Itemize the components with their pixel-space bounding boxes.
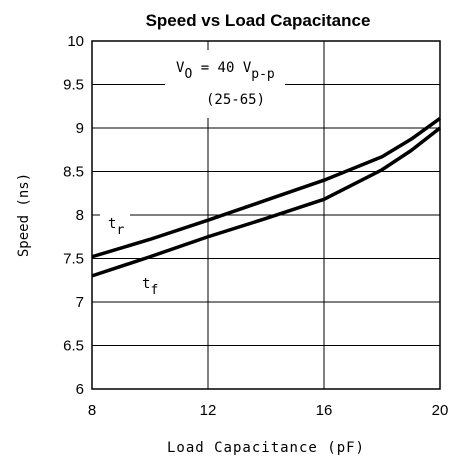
x-tick-label: 16 — [316, 402, 333, 419]
x-tick-label: 20 — [432, 402, 449, 419]
y-tick-label: 8 — [76, 207, 84, 224]
x-tick-label: 12 — [200, 402, 217, 419]
y-tick-label: 6 — [76, 381, 84, 398]
subscript: p-p — [251, 67, 275, 82]
label-background — [100, 202, 130, 236]
annotation: tr — [108, 216, 124, 238]
x-axis-label: Load Capacitance (pF) — [167, 440, 365, 456]
annotation: (25-65) — [206, 92, 265, 108]
subscript: r — [116, 223, 124, 238]
y-tick-label: 9.5 — [63, 77, 84, 94]
annotation: VO = 40 Vp-p — [176, 60, 275, 82]
y-tick-label: 7.5 — [63, 251, 84, 268]
annotation-text: t — [142, 276, 150, 292]
y-tick-label: 9 — [76, 120, 84, 137]
annotation: tf — [142, 276, 158, 298]
annotation-text: (25-65) — [206, 92, 265, 108]
x-tick-label: 8 — [88, 402, 96, 419]
subscript: O — [184, 67, 192, 82]
line — [91, 117, 442, 259]
annotation-text: V — [176, 60, 185, 76]
annotation-text: = 40 V — [192, 60, 252, 76]
line — [91, 126, 442, 278]
annotation-text: t — [108, 216, 116, 232]
y-tick-label: 10 — [67, 33, 84, 50]
chart-title: Speed vs Load Capacitance — [146, 11, 371, 30]
y-tick-label: 8.5 — [63, 164, 84, 181]
y-tick-label: 6.5 — [63, 338, 84, 355]
label-background — [165, 50, 285, 118]
plot-frame — [91, 40, 441, 390]
subscript: f — [150, 283, 158, 298]
y-axis-label: Speed (ns) — [16, 173, 32, 257]
y-tick-label: 7 — [76, 294, 84, 311]
